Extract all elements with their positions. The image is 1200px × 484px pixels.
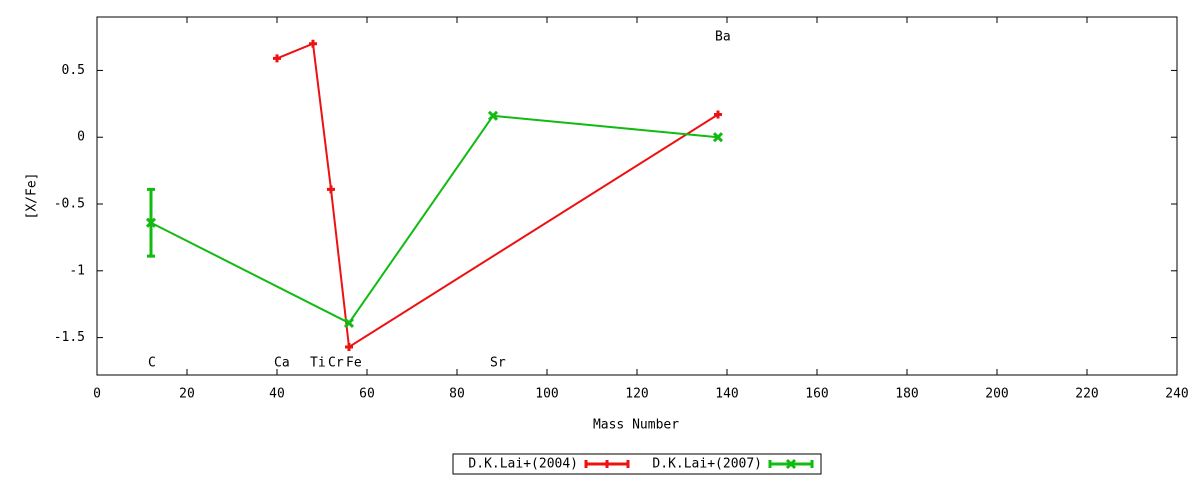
data-point — [712, 132, 724, 143]
annotation: Ti — [310, 355, 326, 370]
annotation: C — [148, 355, 156, 370]
legend-box — [452, 453, 822, 475]
annotation: Cr — [328, 355, 344, 370]
x-tick-label: 140 — [715, 387, 738, 402]
x-tick-label: 200 — [985, 387, 1008, 402]
y-axis-label: [X/Fe] — [25, 173, 40, 220]
data-point — [714, 110, 722, 119]
annotation: Sr — [490, 355, 506, 370]
x-tick-label: 120 — [625, 387, 648, 402]
series-line — [150, 114, 719, 325]
data-point — [145, 217, 157, 228]
x-tick-label: 40 — [269, 387, 285, 402]
x-tick-label: 180 — [895, 387, 918, 402]
legend-label: D.K.Lai+(2004) — [468, 457, 578, 472]
y-tick-label: -0.5 — [54, 197, 85, 212]
data-point — [343, 317, 355, 328]
x-tick-label: 160 — [805, 387, 828, 402]
annotation: Ca — [274, 355, 290, 370]
x-tick-label: 0 — [93, 387, 101, 402]
y-tick-label: 0.5 — [62, 63, 85, 78]
data-point — [345, 342, 353, 351]
x-tick-label: 100 — [535, 387, 558, 402]
legend-marker — [785, 458, 797, 470]
x-axis-label: Mass Number — [593, 418, 679, 433]
data-point — [273, 54, 281, 63]
x-tick-label: 20 — [179, 387, 195, 402]
data-point — [309, 39, 317, 48]
legend-marker — [603, 460, 611, 468]
y-tick-label: -1 — [69, 263, 85, 278]
data-point — [487, 110, 499, 121]
x-tick-label: 80 — [449, 387, 465, 402]
annotation: Fe — [346, 355, 362, 370]
legend-label: D.K.Lai+(2007) — [652, 457, 762, 472]
y-tick-label: -1.5 — [54, 330, 85, 345]
annotation: Ba — [715, 30, 731, 45]
plot-frame — [96, 16, 1178, 376]
series-line — [276, 42, 719, 349]
data-point — [327, 185, 335, 194]
x-tick-label: 220 — [1075, 387, 1098, 402]
y-tick-label: 0 — [77, 130, 85, 145]
x-tick-label: 240 — [1165, 387, 1188, 402]
x-tick-label: 60 — [359, 387, 375, 402]
